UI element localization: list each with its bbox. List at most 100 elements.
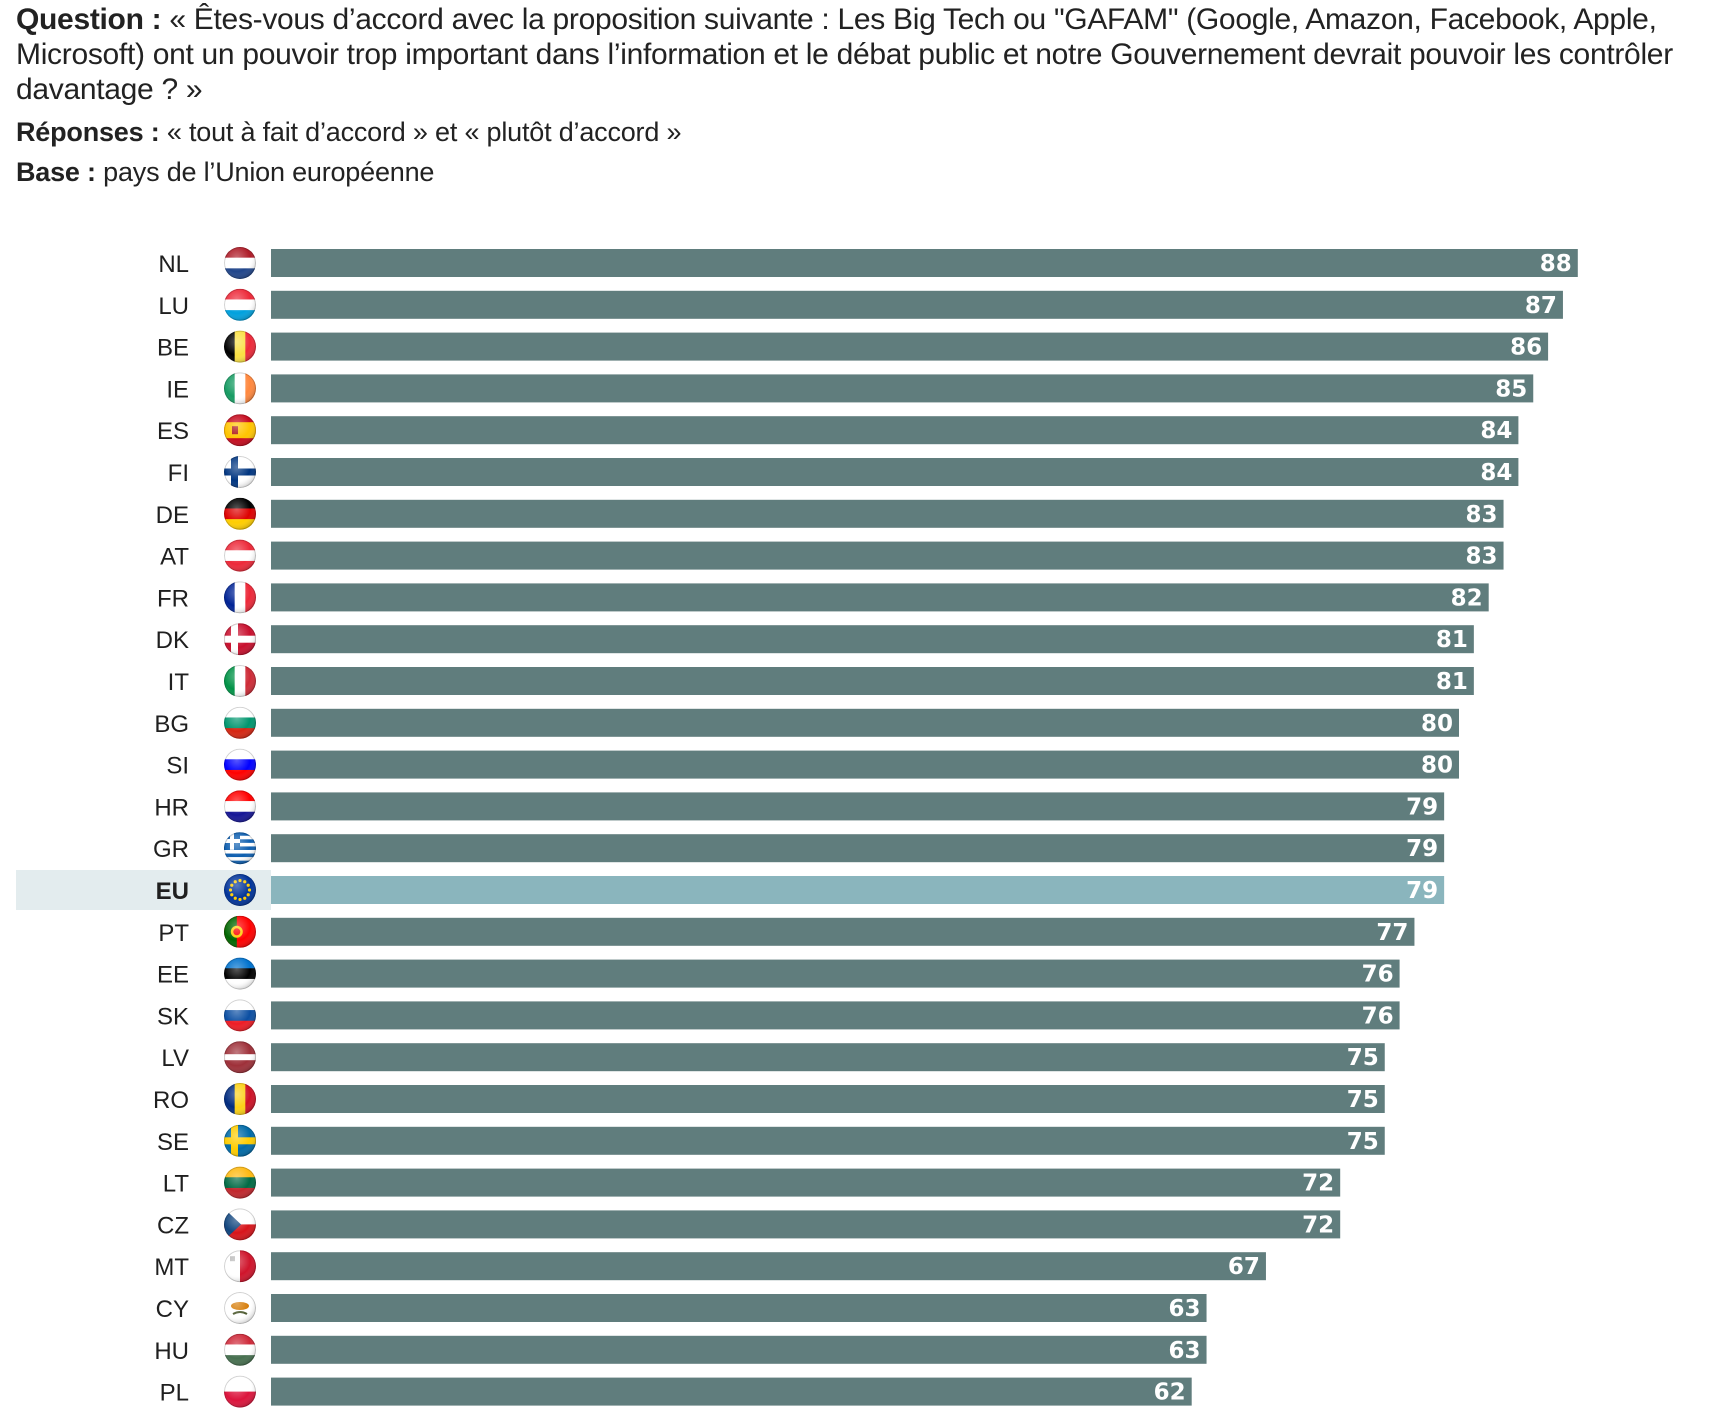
value-label-fi: 84 <box>1480 460 1512 486</box>
bar-es <box>271 416 1519 445</box>
question: Question : « Êtes-vous d’accord avec la … <box>16 2 1716 107</box>
country-label-eu: EU <box>156 878 189 905</box>
bar-de <box>271 499 1504 528</box>
question-text: « Êtes-vous d’accord avec la proposition… <box>16 3 1673 106</box>
bar-bg <box>271 708 1459 737</box>
bar-hu <box>271 1335 1207 1364</box>
country-label-at: AT <box>160 544 189 571</box>
value-label-ie: 85 <box>1495 376 1527 402</box>
flag-at-icon <box>224 539 256 572</box>
country-label-nl: NL <box>158 251 189 278</box>
bar-hr <box>271 792 1445 821</box>
bar-pl <box>271 1377 1192 1406</box>
country-label-lu: LU <box>158 293 189 320</box>
value-label-lv: 75 <box>1347 1045 1379 1071</box>
value-label-be: 86 <box>1510 335 1542 361</box>
bar-eu <box>271 876 1445 904</box>
bar-lv <box>271 1043 1385 1072</box>
flag-se-icon <box>224 1124 256 1157</box>
question-label: Question : <box>16 3 162 36</box>
base-text: pays de l’Union européenne <box>103 157 435 187</box>
value-label-ee: 76 <box>1362 962 1394 988</box>
base-label: Base : <box>16 157 96 187</box>
responses-text: « tout à fait d’accord » et « plutôt d’a… <box>166 117 682 147</box>
value-label-ro: 75 <box>1347 1087 1379 1113</box>
country-label-dk: DK <box>156 627 189 654</box>
value-label-lt: 72 <box>1302 1171 1334 1197</box>
bar-sk <box>271 1001 1400 1030</box>
value-label-it: 81 <box>1436 669 1468 695</box>
country-label-es: ES <box>157 418 189 445</box>
country-label-bg: BG <box>154 711 189 738</box>
bar-ie <box>271 374 1534 403</box>
flag-lu-icon <box>224 288 256 321</box>
value-label-fr: 82 <box>1451 585 1483 611</box>
value-label-nl: 88 <box>1540 251 1572 277</box>
bar-fr <box>271 583 1489 612</box>
value-label-cz: 72 <box>1302 1212 1334 1238</box>
flag-gr-icon <box>224 832 256 865</box>
country-label-de: DE <box>156 502 189 529</box>
country-label-mt: MT <box>154 1254 189 1281</box>
country-label-gr: GR <box>153 836 189 863</box>
flag-hr-icon <box>224 790 256 823</box>
country-label-it: IT <box>168 669 190 696</box>
country-label-fi: FI <box>168 460 189 487</box>
flag-be-icon <box>224 330 256 363</box>
country-label-lv: LV <box>161 1045 189 1072</box>
value-label-dk: 81 <box>1436 627 1468 653</box>
flag-cy-icon <box>224 1292 256 1324</box>
value-label-bg: 80 <box>1421 711 1453 737</box>
country-label-pl: PL <box>160 1380 189 1407</box>
country-label-cy: CY <box>156 1296 189 1323</box>
flag-fi-icon <box>224 456 256 488</box>
value-label-de: 83 <box>1466 502 1498 528</box>
country-label-fr: FR <box>157 585 189 612</box>
value-label-si: 80 <box>1421 753 1453 779</box>
country-label-hr: HR <box>154 794 189 821</box>
bar-ee <box>271 959 1400 988</box>
value-label-eu: 79 <box>1406 878 1438 904</box>
bar-at <box>271 541 1504 570</box>
bar-lt <box>271 1168 1341 1197</box>
value-label-lu: 87 <box>1525 293 1557 319</box>
bar-gr <box>271 834 1445 863</box>
flag-si-icon <box>224 748 256 781</box>
bar-ro <box>271 1085 1385 1113</box>
flag-nl-icon <box>224 247 256 279</box>
country-label-lt: LT <box>163 1171 190 1198</box>
flag-mt-icon <box>224 1250 256 1283</box>
country-label-sk: SK <box>157 1003 189 1030</box>
chart-header: Question : « Êtes-vous d’accord avec la … <box>16 2 1716 192</box>
bar-it <box>271 667 1474 695</box>
country-label-se: SE <box>157 1129 189 1156</box>
value-label-pl: 62 <box>1154 1380 1186 1406</box>
value-label-hu: 63 <box>1169 1338 1201 1364</box>
country-label-si: SI <box>166 753 189 780</box>
flag-es-icon <box>224 414 256 447</box>
bar-nl <box>271 249 1578 277</box>
bar-cy <box>271 1294 1207 1322</box>
country-label-hu: HU <box>154 1338 189 1365</box>
flag-pt-icon <box>224 915 256 948</box>
value-label-se: 75 <box>1347 1129 1379 1155</box>
value-label-es: 84 <box>1480 418 1512 444</box>
flag-hu-icon <box>224 1333 256 1366</box>
flag-de-icon <box>224 497 256 530</box>
flag-bg-icon <box>224 706 256 739</box>
base-line: Base : pays de l’Union européenne <box>16 152 1716 192</box>
country-label-ro: RO <box>153 1087 189 1114</box>
flag-lv-icon <box>224 1041 256 1074</box>
responses-line: Réponses : « tout à fait d’accord » et «… <box>16 112 1716 152</box>
country-label-ie: IE <box>166 376 189 403</box>
bar-cz <box>271 1210 1341 1239</box>
value-label-at: 83 <box>1466 544 1498 570</box>
value-label-hr: 79 <box>1406 794 1438 820</box>
bar-dk <box>271 625 1474 654</box>
country-label-pt: PT <box>158 920 189 947</box>
flag-ie-icon <box>224 372 256 405</box>
flag-dk-icon <box>224 623 256 656</box>
value-label-cy: 63 <box>1169 1296 1201 1322</box>
responses-label: Réponses : <box>16 117 160 147</box>
